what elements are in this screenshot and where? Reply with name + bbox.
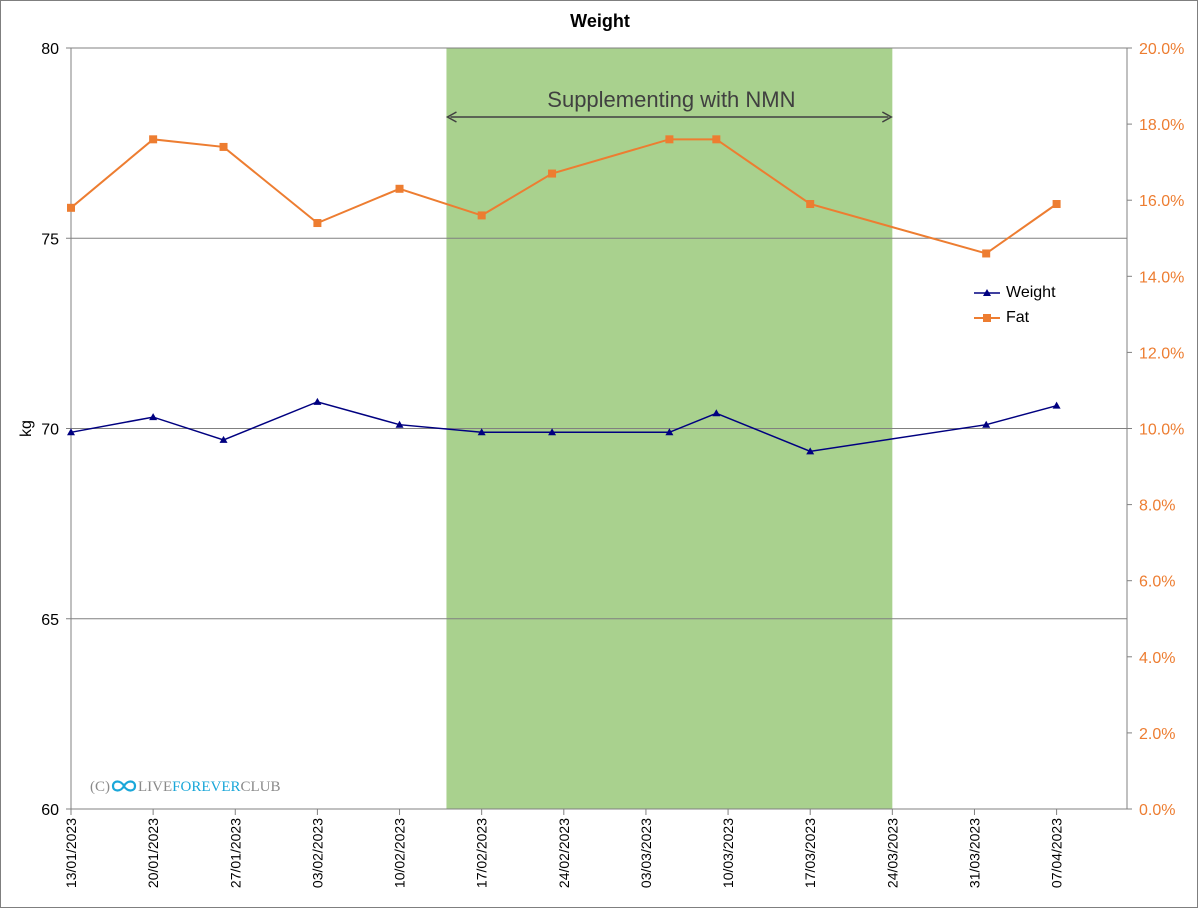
annotation-label: Supplementing with NMN [547, 87, 795, 112]
x-tick-label: 24/03/2023 [884, 818, 900, 888]
series-line-weight [70, 401, 1057, 453]
data-point-fat [665, 135, 674, 144]
x-tick-label: 17/03/2023 [802, 818, 818, 888]
y2-tick-label: 8.0% [1139, 498, 1175, 515]
data-point-fat [149, 135, 158, 144]
data-point-weight [665, 428, 674, 436]
x-tick-label: 07/04/2023 [1049, 818, 1065, 888]
legend-item-weight: Weight [974, 280, 1056, 305]
data-point-weight [219, 435, 228, 443]
y-tick-label: 75 [41, 231, 59, 248]
watermark-part2: FOREVER [172, 779, 241, 795]
watermark-prefix: (C) [90, 779, 110, 795]
legend-fat-swatch [974, 313, 1000, 322]
legend-weight-label: Weight [1006, 283, 1056, 301]
y2-tick-label: 14.0% [1139, 269, 1184, 286]
data-point-weight [548, 428, 557, 436]
data-point-weight [806, 447, 815, 455]
watermark-part1: LIVE [138, 779, 173, 795]
chart-title: Weight [570, 11, 630, 31]
data-point-fat [1052, 200, 1061, 209]
data-point-weight [313, 397, 322, 405]
data-point-fat [313, 219, 322, 228]
x-tick-label: 27/01/2023 [227, 818, 243, 888]
y2-tick-label: 18.0% [1139, 117, 1184, 134]
data-point-weight [712, 409, 721, 417]
y2-tick-label: 10.0% [1139, 422, 1184, 439]
y-tick-label: 60 [41, 802, 59, 819]
x-tick-label: 10/03/2023 [720, 818, 736, 888]
y2-tick-label: 20.0% [1139, 41, 1184, 58]
series-line-fat [70, 138, 1058, 255]
data-point-fat [982, 249, 991, 258]
y-tick-label: 65 [41, 612, 59, 629]
x-tick-label: 24/02/2023 [556, 818, 572, 888]
x-tick-label: 31/03/2023 [966, 818, 982, 888]
data-point-weight [1052, 401, 1061, 409]
data-point-fat [395, 184, 404, 193]
x-tick-label: 13/01/2023 [63, 818, 79, 888]
watermark: (C) LIVEFOREVERCLUB [90, 779, 281, 796]
legend-weight-swatch [974, 288, 1000, 296]
data-point-fat [712, 135, 721, 144]
x-tick-label: 10/02/2023 [392, 818, 408, 888]
y2-tick-label: 0.0% [1139, 802, 1175, 819]
data-point-fat [548, 169, 557, 178]
x-tick-label: 03/03/2023 [638, 818, 654, 888]
data-point-fat [806, 200, 815, 209]
data-point-weight [67, 428, 75, 436]
annotation-arrow-left-head [445, 111, 457, 123]
x-tick-label: 17/02/2023 [474, 818, 490, 888]
y2-tick-label: 6.0% [1139, 574, 1175, 591]
data-point-weight [149, 413, 158, 421]
y2-tick-label: 4.0% [1139, 650, 1175, 667]
infinity-logo-icon [111, 780, 137, 792]
y-tick-label: 80 [41, 41, 59, 58]
y2-tick-label: 16.0% [1139, 193, 1184, 210]
y-tick-label: 70 [41, 422, 59, 439]
data-point-weight [982, 420, 991, 428]
legend-item-fat: Fat [974, 305, 1056, 330]
y2-tick-label: 12.0% [1139, 345, 1184, 362]
watermark-part3: CLUB [240, 779, 281, 795]
chart-legend: Weight Fat [974, 280, 1056, 330]
x-tick-label: 03/02/2023 [309, 818, 325, 888]
legend-fat-label: Fat [1006, 308, 1030, 326]
x-tick-label: 20/01/2023 [145, 818, 161, 888]
data-point-fat [219, 142, 228, 151]
data-point-fat [67, 203, 75, 212]
data-point-weight [477, 428, 486, 436]
y2-tick-label: 2.0% [1139, 726, 1175, 743]
data-point-weight [395, 420, 404, 428]
y-axis-label: kg [18, 420, 35, 437]
annotation-arrow-right-head [881, 111, 893, 123]
data-point-fat [477, 211, 486, 220]
